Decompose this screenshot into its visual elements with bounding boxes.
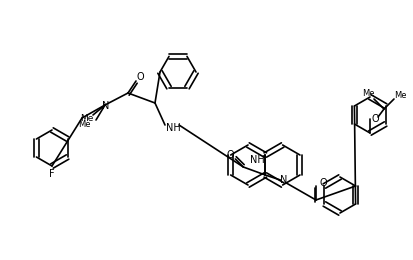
Text: O: O bbox=[136, 72, 144, 82]
Text: Me: Me bbox=[362, 88, 374, 98]
Text: N: N bbox=[102, 101, 110, 111]
Text: O: O bbox=[371, 114, 379, 124]
Text: NH: NH bbox=[166, 123, 180, 133]
Text: NH: NH bbox=[250, 155, 265, 165]
Text: Me: Me bbox=[394, 90, 406, 100]
Text: F: F bbox=[49, 169, 55, 179]
Text: N: N bbox=[280, 175, 287, 185]
Text: Me: Me bbox=[78, 120, 91, 128]
Text: Me: Me bbox=[80, 114, 94, 122]
Text: O: O bbox=[226, 150, 234, 160]
Text: O: O bbox=[319, 178, 327, 188]
